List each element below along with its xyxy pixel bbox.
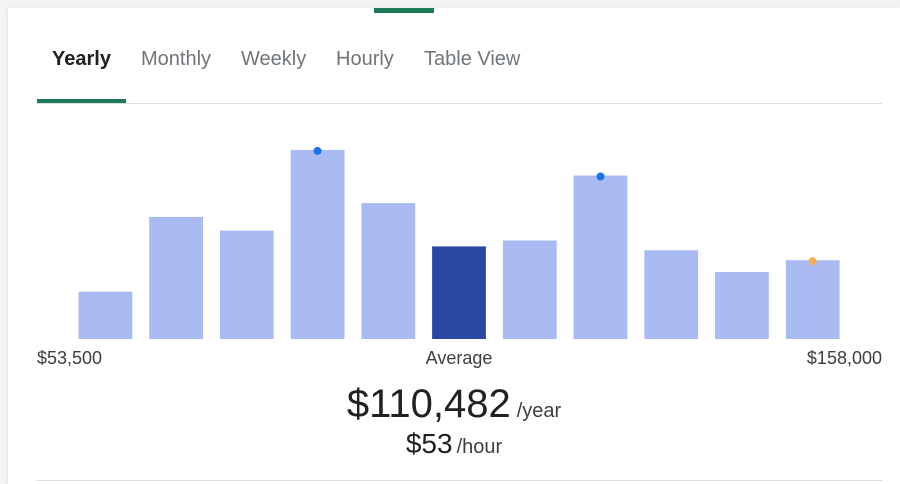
- tab-weekly[interactable]: Weekly: [241, 48, 307, 70]
- bottom-divider: [37, 480, 882, 481]
- tab-monthly[interactable]: Monthly: [141, 48, 212, 70]
- histogram-bar[interactable]: [78, 291, 133, 339]
- yearly-unit: /year: [516, 400, 562, 422]
- histogram-bar[interactable]: [149, 216, 203, 339]
- histogram-bar[interactable]: [715, 272, 769, 339]
- hourly-average: $53/hour: [8, 428, 900, 460]
- tab-divider: [37, 103, 882, 104]
- histogram-bar[interactable]: [361, 203, 416, 339]
- histogram-bar[interactable]: [502, 240, 557, 340]
- tab-hourly[interactable]: Hourly: [336, 48, 394, 70]
- period-tabs: Yearly Monthly Weekly Hourly Table View: [8, 8, 900, 104]
- histogram-bar[interactable]: [219, 230, 274, 339]
- salary-card: Yearly Monthly Weekly Hourly Table View …: [8, 8, 900, 484]
- tab-table-view[interactable]: Table View: [424, 48, 521, 70]
- histogram-bar[interactable]: [290, 149, 345, 339]
- bar-marker-dot: [313, 146, 322, 155]
- top-indicator: [374, 8, 434, 13]
- bar-marker-dot: [808, 257, 817, 266]
- bar-marker-dot: [596, 172, 605, 181]
- yearly-average: $110,482/year: [8, 382, 900, 427]
- range-min-label: $53,500: [37, 348, 103, 368]
- histogram-bar-average[interactable]: [432, 246, 486, 339]
- histogram-bar[interactable]: [644, 250, 699, 339]
- range-max-label: $158,000: [806, 348, 882, 368]
- hourly-average-value: $53: [405, 428, 453, 459]
- histogram-bar[interactable]: [785, 260, 840, 339]
- histogram-bar[interactable]: [573, 175, 628, 340]
- yearly-average-value: $110,482: [346, 382, 511, 426]
- hourly-unit: /hour: [456, 436, 503, 458]
- average-label: Average: [425, 348, 493, 368]
- salary-histogram: [78, 146, 840, 340]
- tab-yearly[interactable]: Yearly: [52, 48, 111, 70]
- active-tab-underline: [37, 99, 126, 103]
